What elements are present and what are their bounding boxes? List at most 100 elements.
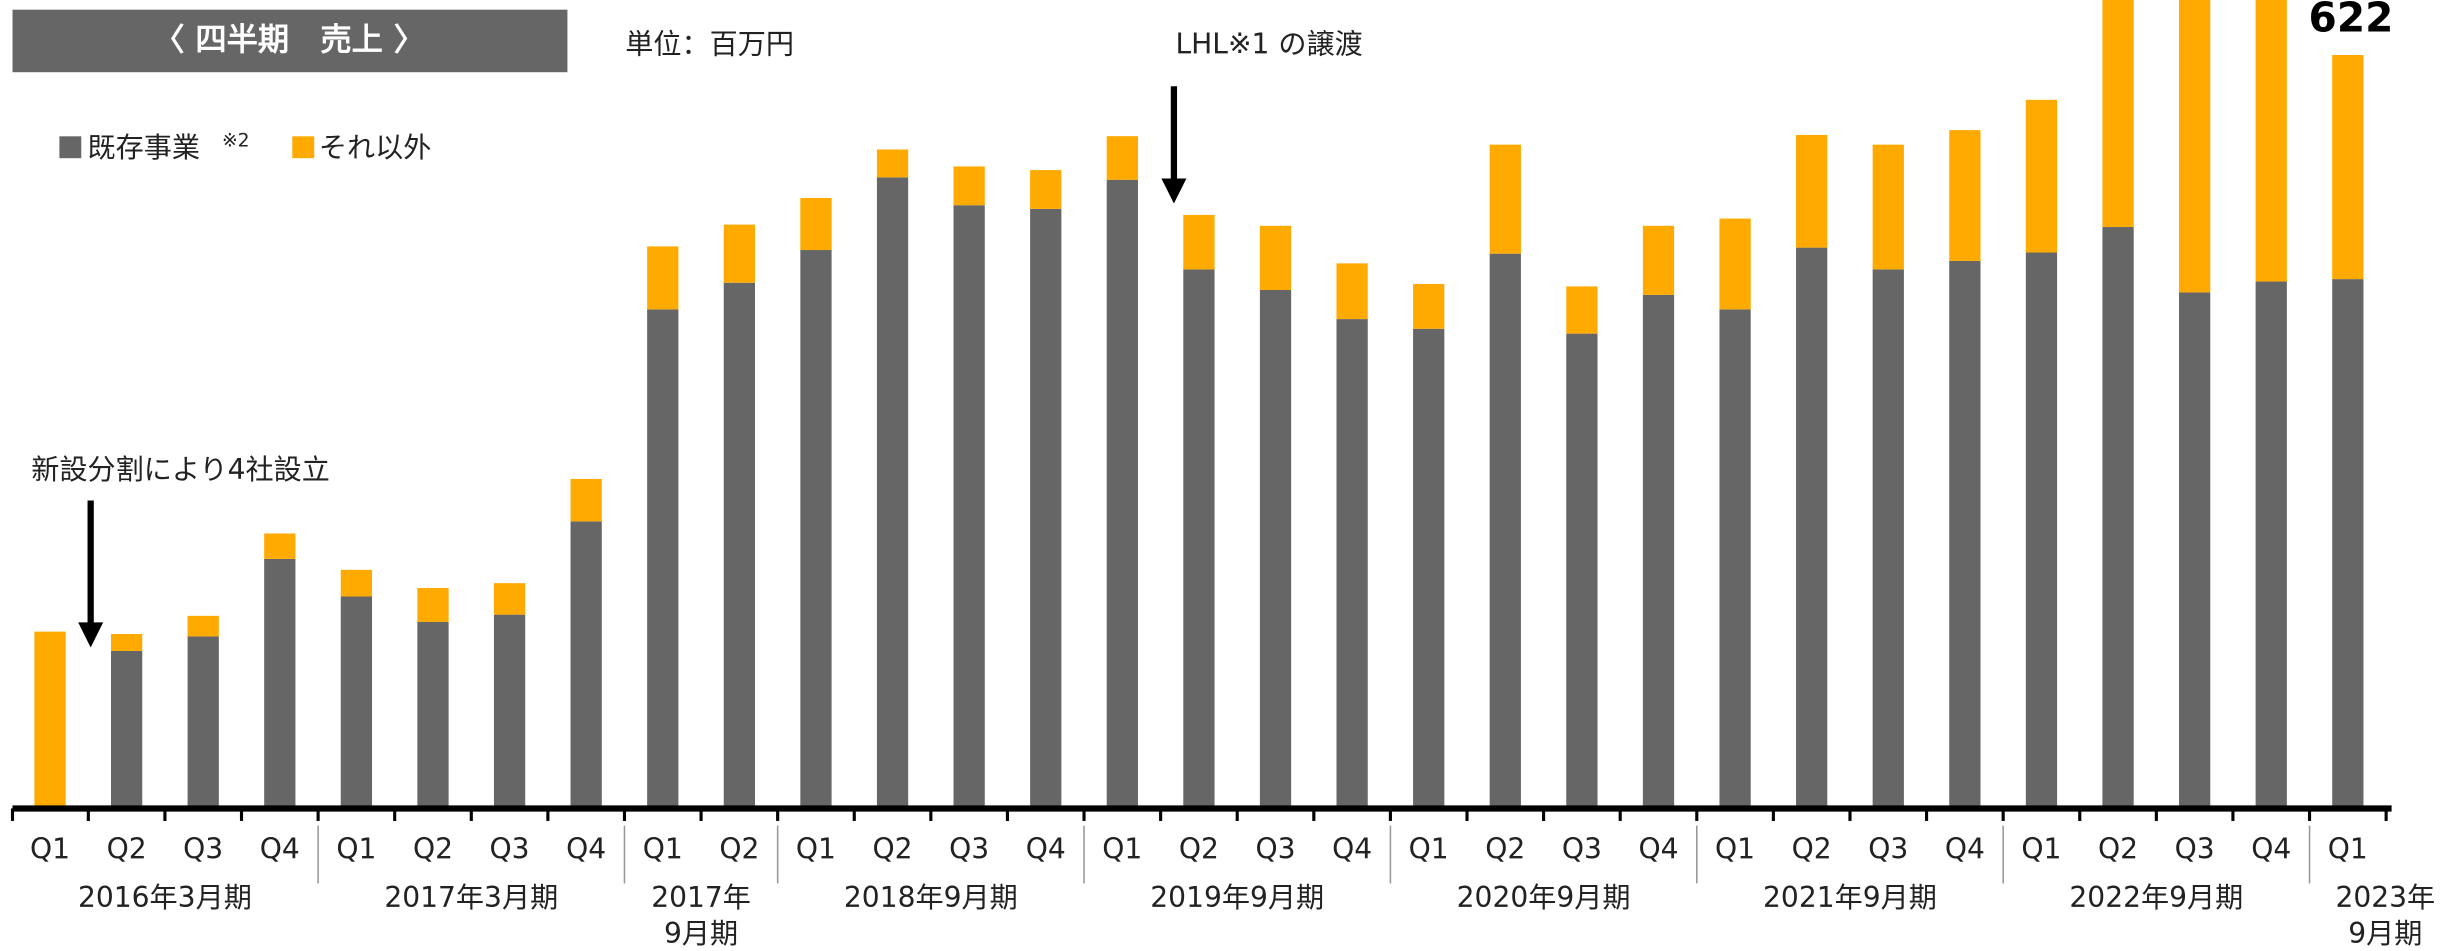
legend-swatch — [59, 136, 82, 159]
group-label: 9月期 — [664, 917, 738, 950]
bar-segment — [264, 558, 296, 809]
x-tick-label: Q2 — [1792, 833, 1832, 866]
bar-segment — [876, 149, 909, 178]
bar-segment — [1949, 130, 1981, 261]
legend-note: ※2 — [222, 130, 250, 151]
group-label: 2023年 — [2335, 881, 2435, 914]
bar-segment — [1796, 247, 1828, 809]
bar-segment — [2025, 252, 2058, 809]
bar-segment — [800, 250, 832, 809]
bar-segment — [1719, 309, 1751, 809]
x-tick-label: Q1 — [1102, 833, 1142, 866]
x-tick-label: Q3 — [1562, 833, 1602, 866]
x-tick-label: Q3 — [1868, 833, 1908, 866]
x-tick-label: Q1 — [1409, 833, 1449, 866]
bar-segment — [647, 309, 679, 809]
x-tick-label: Q1 — [30, 833, 70, 866]
bar-segment — [876, 177, 909, 809]
x-tick-label: Q2 — [1485, 833, 1525, 866]
x-tick-label: Q4 — [260, 833, 300, 866]
bar-segment — [1413, 283, 1445, 329]
bar-segment — [1489, 253, 1521, 809]
bar-segment — [110, 650, 143, 809]
group-label: 2017年 — [651, 881, 751, 914]
x-tick-label: Q1 — [796, 833, 836, 866]
x-tick-label: Q2 — [1179, 833, 1219, 866]
x-tick-label: Q1 — [2328, 833, 2368, 866]
x-tick-label: Q2 — [413, 833, 453, 866]
bar-segment — [1872, 144, 1904, 270]
bar-segment — [1183, 269, 1215, 809]
bar-segment — [264, 533, 296, 559]
bar-segment — [2025, 99, 2058, 253]
x-tick-label: Q1 — [336, 833, 376, 866]
bar-segment — [1719, 218, 1751, 310]
bar-segment — [1183, 214, 1215, 270]
legend-swatch — [292, 136, 315, 159]
bar-segment — [2102, 227, 2134, 809]
x-tick-label: Q2 — [2098, 833, 2138, 866]
x-tick-label: Q2 — [873, 833, 913, 866]
bar-segment — [1872, 269, 1904, 809]
bar-segment — [1030, 208, 1062, 809]
bar-segment — [1642, 294, 1675, 809]
legend-label: それ以外 — [319, 131, 432, 164]
x-tick-label: Q3 — [183, 833, 223, 866]
bar-segment — [570, 478, 602, 522]
bar-segment — [34, 631, 66, 809]
x-tick-label: Q4 — [1332, 833, 1372, 866]
bar-segment — [417, 587, 449, 622]
bar-segment — [1259, 225, 1292, 291]
bar-segment — [1030, 170, 1062, 209]
group-label: 2022年9月期 — [2069, 881, 2243, 914]
bar-segment — [1642, 225, 1675, 295]
bar-segment — [723, 282, 755, 809]
bar-segment — [110, 634, 143, 651]
group-label: 2018年9月期 — [844, 881, 1018, 914]
x-tick-label: Q3 — [949, 833, 989, 866]
bar-segment — [493, 583, 526, 615]
bar-segment — [2179, 292, 2211, 809]
bar-segment — [1106, 179, 1138, 809]
x-tick-label: Q3 — [490, 833, 530, 866]
group-label: 9月期 — [2348, 917, 2422, 950]
bar-segment — [187, 615, 219, 637]
bar-segment — [2332, 279, 2364, 809]
group-label: 2020年9月期 — [1457, 881, 1631, 914]
bar-segment — [1489, 144, 1521, 254]
x-tick-label: Q3 — [1255, 833, 1295, 866]
x-tick-label: Q1 — [2021, 833, 2061, 866]
group-label: 2017年3月期 — [384, 881, 558, 914]
bar-segment — [953, 166, 985, 206]
bar-segment — [723, 224, 755, 283]
annotation: LHL※1 の譲渡 — [1175, 28, 1362, 61]
x-tick-label: Q2 — [719, 833, 759, 866]
bar-segment — [1566, 333, 1598, 809]
bar-segment — [1259, 290, 1292, 809]
bar-segment — [1796, 134, 1828, 248]
bar-segment — [1566, 286, 1598, 334]
unit-label: 単位：百万円 — [625, 28, 794, 61]
bar-segment — [2255, 0, 2287, 282]
legend-label: 既存事業 — [88, 131, 201, 164]
annotation: 新設分割により4社設立 — [31, 453, 330, 486]
bar-segment — [1336, 319, 1368, 809]
bar-segment — [953, 205, 985, 809]
x-tick-label: Q4 — [566, 833, 606, 866]
total-label: 622 — [2309, 0, 2394, 42]
bar-segment — [417, 621, 449, 809]
bar-segment — [2179, 0, 2211, 293]
bar-segment — [493, 614, 526, 809]
x-tick-label: Q1 — [1715, 833, 1755, 866]
bar-segment — [570, 521, 602, 809]
x-tick-label: Q4 — [2251, 833, 2291, 866]
x-tick-label: Q3 — [2175, 833, 2215, 866]
x-tick-label: Q4 — [1638, 833, 1678, 866]
arrow-head — [78, 622, 104, 648]
bar-segment — [2332, 55, 2364, 280]
bar-segment — [1413, 328, 1445, 809]
bar-segment — [187, 636, 219, 809]
x-tick-label: Q4 — [1026, 833, 1066, 866]
